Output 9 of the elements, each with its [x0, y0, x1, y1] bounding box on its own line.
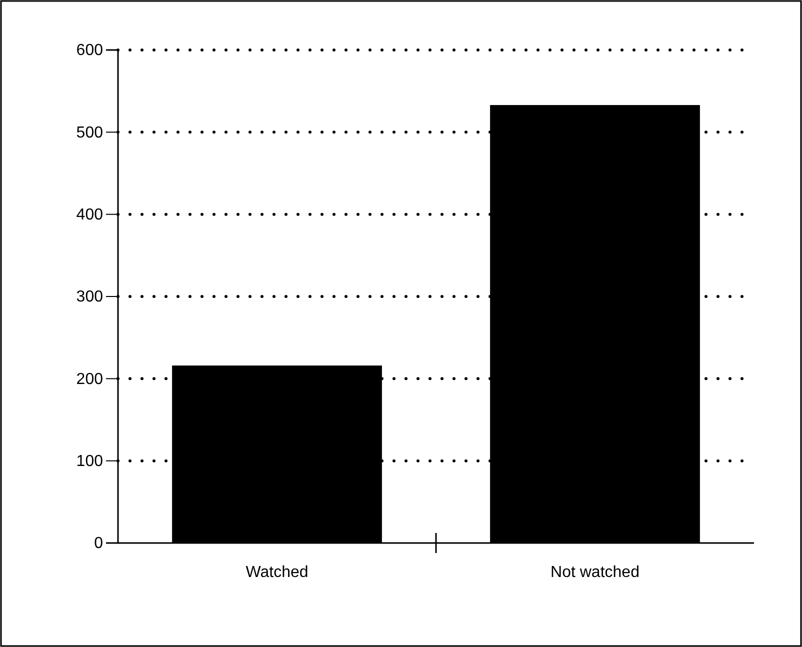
y-tick-label: 200: [76, 370, 104, 388]
y-tick-label: 500: [76, 124, 104, 142]
x-tick-label: Not watched: [550, 564, 640, 581]
y-tick-label: 100: [76, 452, 104, 470]
y-tick-label: 400: [76, 206, 104, 224]
y-tick-label: 300: [76, 288, 104, 306]
y-tick-label: 0: [94, 535, 104, 552]
y-tick-label: 600: [76, 42, 104, 60]
x-tick-label: Watched: [246, 564, 308, 581]
